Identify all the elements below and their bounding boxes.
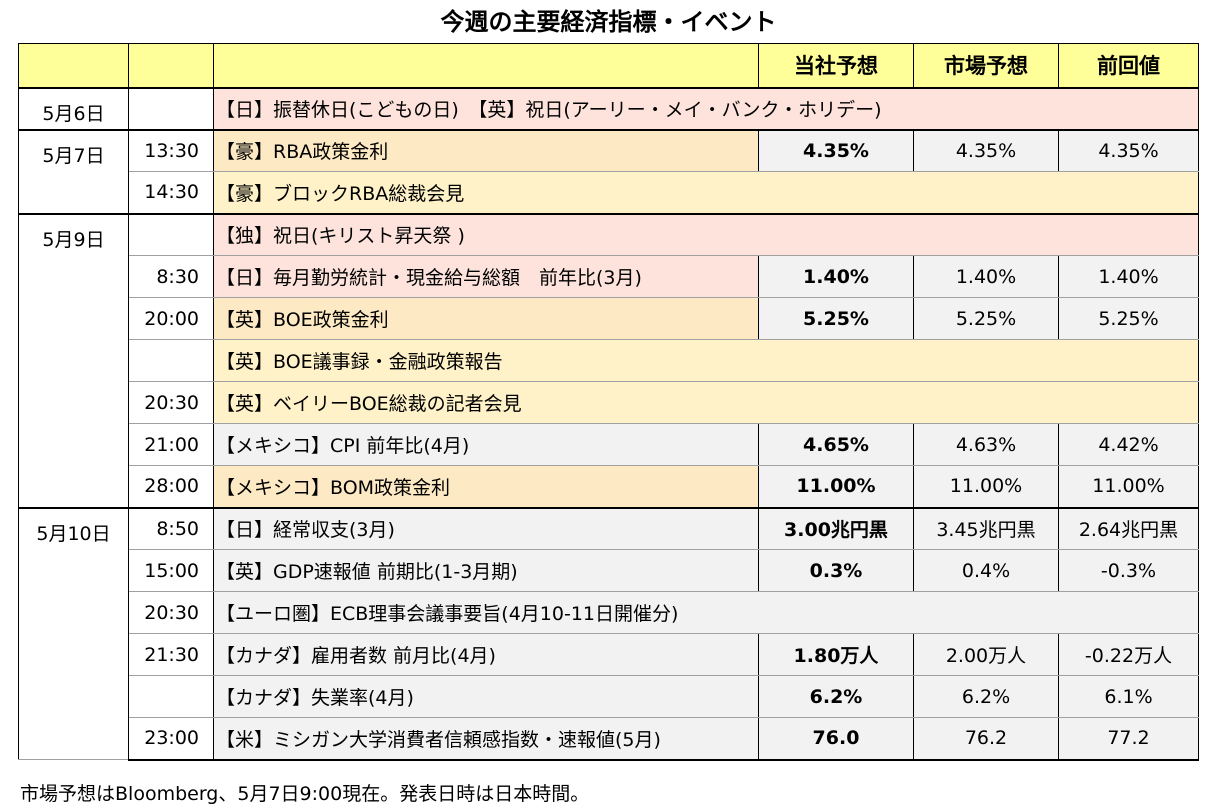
previous-value-cell: -0.3% xyxy=(1058,549,1199,592)
time-cell: 20:30 xyxy=(128,591,214,634)
header-own-forecast: 当社予想 xyxy=(758,43,914,89)
own-forecast-cell: 4.65% xyxy=(758,423,914,466)
market-forecast-cell: 2.00万人 xyxy=(913,633,1059,676)
own-forecast-cell: 5.25% xyxy=(758,297,914,340)
table-row: 5月10日 8:50 【日】経常収支(3月) 3.00兆円黒 3.45兆円黒 2… xyxy=(18,506,1199,760)
previous-value-cell: 1.40% xyxy=(1058,255,1199,298)
footnote: 市場予想はBloomberg、5月7日9:00現在。発表日時は日本時間。 xyxy=(20,783,590,805)
header-time-cell xyxy=(128,43,214,89)
own-forecast-cell: 3.00兆円黒 xyxy=(758,506,914,550)
time-cell: 14:30 xyxy=(128,171,214,214)
previous-value-cell: 4.42% xyxy=(1058,423,1199,466)
event-cell: 【日】振替休日(こどもの日) 【英】祝日(アーリー・メイ・バンク・ホリデー) xyxy=(213,86,1199,130)
time-cell: 23:00 xyxy=(128,717,214,761)
table-row: 15:00 【英】GDP速報値 前期比(1-3月期) 0.3% 0.4% -0.… xyxy=(19,549,1199,592)
event-cell: 【カナダ】失業率(4月) xyxy=(213,675,759,718)
event-cell: 【英】BOE議事録・金融政策報告 xyxy=(213,339,1199,382)
table-row: 8:30 【日】毎月勤労統計・現金給与総額 前年比(3月) 1.40% 1.40… xyxy=(19,255,1199,298)
table-row: 21:00 【メキシコ】CPI 前年比(4月) 4.65% 4.63% 4.42… xyxy=(19,423,1199,466)
date-cell: 5月10日 xyxy=(18,506,129,760)
table-row: 20:00 【英】BOE政策金利 5.25% 5.25% 5.25% xyxy=(19,297,1199,340)
table-header-row: 当社予想 市場予想 前回値 xyxy=(18,43,1199,89)
time-cell: 28:00 xyxy=(128,465,214,508)
date-cell: 5月9日 xyxy=(18,212,129,508)
event-cell: 【日】毎月勤労統計・現金給与総額 前年比(3月) xyxy=(213,255,759,298)
own-forecast-cell: 1.80万人 xyxy=(758,633,914,676)
event-cell: 【メキシコ】CPI 前年比(4月) xyxy=(213,423,759,466)
header-date-cell xyxy=(18,43,129,89)
previous-value-cell: 6.1% xyxy=(1058,675,1199,718)
table-row: 【カナダ】失業率(4月) 6.2% 6.2% 6.1% xyxy=(19,675,1199,718)
time-cell: 15:00 xyxy=(128,549,214,592)
time-cell: 8:50 xyxy=(128,506,214,550)
page-title: 今週の主要経済指標・イベント xyxy=(440,8,777,36)
economic-calendar-table: 当社予想 市場予想 前回値 5月6日 【日】振替休日(こどもの日) 【英】祝日(… xyxy=(18,43,1199,761)
table-row: 14:30 【豪】ブロックRBA総裁会見 xyxy=(19,171,1199,214)
header-market-forecast: 市場予想 xyxy=(913,43,1059,89)
event-cell: 【日】経常収支(3月) xyxy=(213,506,759,550)
date-cell: 5月7日 xyxy=(18,128,129,214)
event-cell: 【英】GDP速報値 前期比(1-3月期) xyxy=(213,549,759,592)
time-cell: 8:30 xyxy=(128,255,214,298)
previous-value-cell: 77.2 xyxy=(1058,717,1199,761)
time-cell: 21:30 xyxy=(128,633,214,676)
time-cell: 13:30 xyxy=(128,128,214,172)
event-cell: 【メキシコ】BOM政策金利 xyxy=(213,465,759,508)
time-cell: 21:00 xyxy=(128,423,214,466)
market-forecast-cell: 4.63% xyxy=(913,423,1059,466)
own-forecast-cell: 6.2% xyxy=(758,675,914,718)
time-cell xyxy=(128,339,214,382)
event-cell: 【独】祝日(キリスト昇天祭 ) xyxy=(213,212,1199,256)
own-forecast-cell: 76.0 xyxy=(758,717,914,761)
market-forecast-cell: 3.45兆円黒 xyxy=(913,506,1059,550)
market-forecast-cell: 1.40% xyxy=(913,255,1059,298)
event-cell: 【カナダ】雇用者数 前月比(4月) xyxy=(213,633,759,676)
event-cell: 【豪】ブロックRBA総裁会見 xyxy=(213,171,1199,214)
previous-value-cell: -0.22万人 xyxy=(1058,633,1199,676)
previous-value-cell: 2.64兆円黒 xyxy=(1058,506,1199,550)
market-forecast-cell: 6.2% xyxy=(913,675,1059,718)
table-row: 20:30 【ユーロ圏】ECB理事会議事要旨(4月10-11日開催分) xyxy=(19,591,1199,634)
own-forecast-cell: 0.3% xyxy=(758,549,914,592)
header-previous-value: 前回値 xyxy=(1058,43,1199,89)
table-row: 28:00 【メキシコ】BOM政策金利 11.00% 11.00% 11.00% xyxy=(19,465,1199,508)
time-cell: 20:30 xyxy=(128,381,214,424)
table-row: 【英】BOE議事録・金融政策報告 xyxy=(19,339,1199,382)
own-forecast-cell: 1.40% xyxy=(758,255,914,298)
time-cell: 20:00 xyxy=(128,297,214,340)
own-forecast-cell: 11.00% xyxy=(758,465,914,508)
table-row: 23:00 【米】ミシガン大学消費者信頼感指数・速報値(5月) 76.0 76.… xyxy=(19,717,1199,761)
time-cell xyxy=(128,212,214,256)
table-row: 5月6日 【日】振替休日(こどもの日) 【英】祝日(アーリー・メイ・バンク・ホリ… xyxy=(18,86,1199,130)
market-forecast-cell: 0.4% xyxy=(913,549,1059,592)
previous-value-cell: 4.35% xyxy=(1058,128,1199,172)
market-forecast-cell: 76.2 xyxy=(913,717,1059,761)
table-row: 5月9日 【独】祝日(キリスト昇天祭 ) xyxy=(18,212,1199,508)
market-forecast-cell: 4.35% xyxy=(913,128,1059,172)
event-cell: 【英】ベイリーBOE総裁の記者会見 xyxy=(213,381,1199,424)
table-row: 21:30 【カナダ】雇用者数 前月比(4月) 1.80万人 2.00万人 -0… xyxy=(19,633,1199,676)
previous-value-cell: 11.00% xyxy=(1058,465,1199,508)
market-forecast-cell: 11.00% xyxy=(913,465,1059,508)
date-cell: 5月6日 xyxy=(18,86,129,130)
event-cell: 【英】BOE政策金利 xyxy=(213,297,759,340)
table-row: 20:30 【英】ベイリーBOE総裁の記者会見 xyxy=(19,381,1199,424)
previous-value-cell: 5.25% xyxy=(1058,297,1199,340)
event-cell: 【米】ミシガン大学消費者信頼感指数・速報値(5月) xyxy=(213,717,759,761)
time-cell xyxy=(128,86,214,130)
time-cell xyxy=(128,675,214,718)
market-forecast-cell: 5.25% xyxy=(913,297,1059,340)
table-row: 5月7日 13:30 【豪】RBA政策金利 4.35% 4.35% 4.35% xyxy=(18,128,1199,214)
event-cell: 【豪】RBA政策金利 xyxy=(213,128,759,172)
own-forecast-cell: 4.35% xyxy=(758,128,914,172)
event-cell: 【ユーロ圏】ECB理事会議事要旨(4月10-11日開催分) xyxy=(213,591,1199,634)
header-event-cell xyxy=(213,43,759,89)
